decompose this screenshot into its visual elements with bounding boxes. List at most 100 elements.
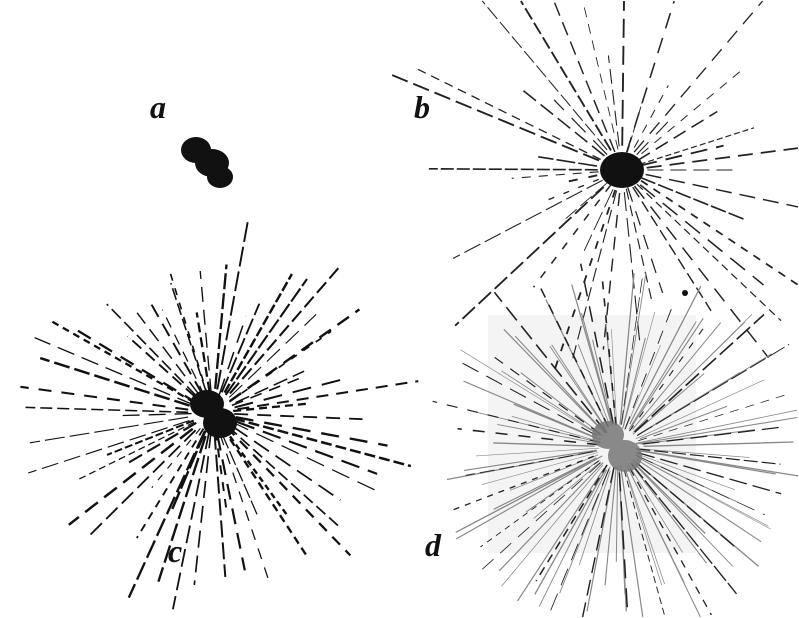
ray [553, 99, 608, 156]
ray [511, 171, 599, 179]
ray [637, 110, 718, 161]
ray [231, 375, 305, 407]
ray [639, 127, 755, 165]
ray [218, 315, 247, 396]
ray [630, 317, 704, 428]
ray [621, 0, 625, 146]
ray [634, 313, 765, 433]
ray [533, 461, 601, 519]
ray [583, 189, 614, 251]
ray [622, 337, 646, 429]
ray [39, 356, 190, 407]
ray [230, 420, 382, 494]
ray [553, 189, 617, 371]
ray [509, 454, 599, 491]
ray [172, 431, 211, 610]
ray [51, 320, 195, 404]
ray [452, 179, 603, 259]
ray [522, 89, 605, 157]
ray [195, 312, 211, 392]
nucleus-b [600, 152, 644, 188]
panel-label: d [425, 527, 442, 563]
ray [645, 173, 799, 208]
ray [475, 447, 600, 457]
ray [454, 186, 605, 327]
ray [538, 469, 608, 608]
ray [432, 400, 601, 444]
ray [222, 427, 309, 559]
ray [629, 322, 708, 432]
ray [520, 372, 604, 437]
ray [628, 321, 697, 430]
ray [224, 278, 308, 396]
ray [214, 264, 228, 389]
ray [632, 186, 712, 312]
ray [549, 345, 606, 428]
ray [538, 156, 598, 167]
ray [216, 434, 246, 571]
ray [25, 406, 189, 414]
ray [157, 435, 207, 582]
ray [619, 464, 644, 618]
ray [170, 282, 207, 392]
ray [621, 272, 647, 424]
ray [625, 470, 665, 585]
ray [623, 311, 656, 427]
ray [481, 452, 599, 485]
ray [635, 458, 762, 543]
ray [579, 263, 615, 424]
ray [465, 451, 593, 476]
ray [106, 419, 195, 456]
ray [457, 427, 599, 446]
ray [553, 0, 616, 153]
ray [20, 385, 189, 411]
ray [497, 424, 596, 444]
ray [135, 428, 205, 539]
ray [545, 178, 599, 202]
ray [199, 271, 212, 394]
ray [536, 280, 609, 428]
ray [630, 462, 738, 595]
ray [627, 187, 664, 294]
ray [625, 188, 653, 304]
ray [525, 459, 600, 513]
ray [637, 451, 782, 495]
ray [478, 462, 601, 573]
ray [455, 455, 603, 540]
ray [635, 454, 766, 516]
ray [76, 329, 199, 405]
ray [639, 144, 724, 167]
ray [503, 328, 601, 430]
ray [493, 442, 595, 447]
ray [493, 457, 597, 510]
ray [234, 376, 351, 409]
ray [632, 373, 705, 435]
ray [641, 69, 743, 155]
ray [559, 466, 611, 594]
ray [494, 356, 601, 435]
ray [581, 312, 613, 424]
ray [106, 303, 197, 397]
ray [221, 434, 258, 516]
ray [501, 464, 604, 587]
ray [498, 462, 604, 572]
ray [635, 416, 798, 445]
ray [634, 463, 706, 534]
ray [615, 465, 619, 562]
ray [639, 405, 728, 440]
ray [237, 380, 419, 411]
ray [633, 85, 669, 148]
ray [636, 183, 782, 322]
ray [642, 450, 799, 477]
ray [234, 413, 363, 421]
ray [480, 460, 599, 548]
ray [535, 464, 608, 582]
ray [625, 344, 661, 430]
ray [227, 425, 342, 530]
ray [460, 349, 599, 436]
panel-label: b [414, 89, 430, 125]
ray [578, 470, 611, 566]
ray [640, 179, 799, 286]
